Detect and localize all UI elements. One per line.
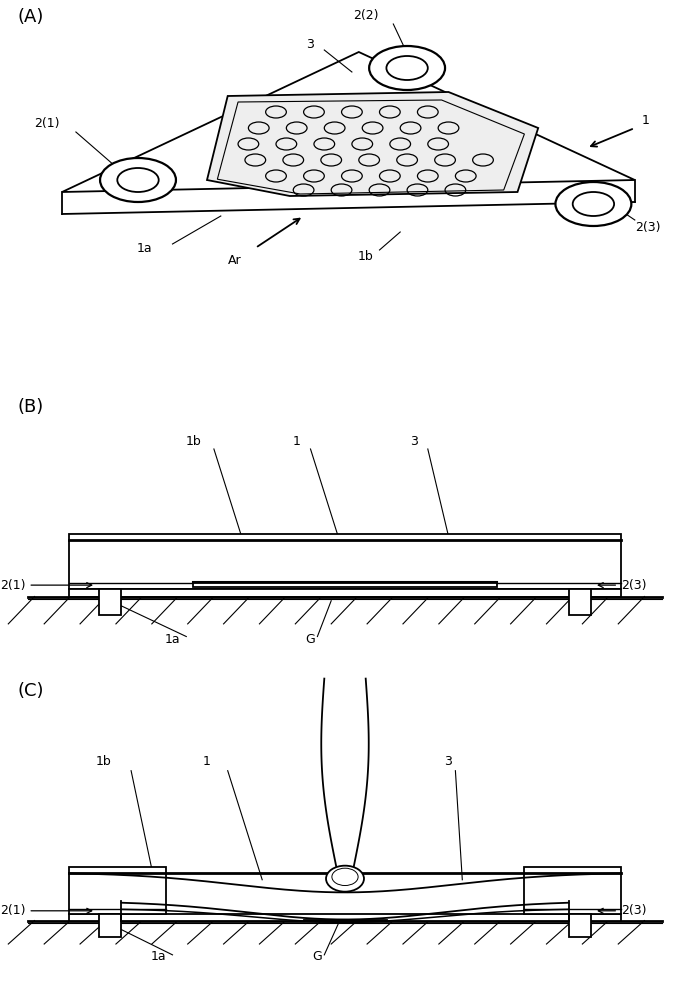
Bar <box>69 867 166 914</box>
Text: (A): (A) <box>17 8 43 26</box>
Text: 1b: 1b <box>96 755 111 768</box>
Text: 1b: 1b <box>358 249 373 262</box>
Bar <box>524 867 621 914</box>
Text: 1a: 1a <box>137 241 152 254</box>
Bar <box>99 914 121 937</box>
Text: 1: 1 <box>203 755 211 768</box>
Bar <box>569 589 591 615</box>
Text: 1a: 1a <box>151 950 166 963</box>
Text: 2(3): 2(3) <box>598 579 647 592</box>
Polygon shape <box>62 52 635 192</box>
Text: (B): (B) <box>17 398 43 416</box>
Bar <box>193 583 497 587</box>
Text: 3: 3 <box>410 435 418 448</box>
Text: 2(1): 2(1) <box>0 579 92 592</box>
Polygon shape <box>207 92 538 196</box>
Text: 2(1): 2(1) <box>34 117 60 130</box>
Text: 3: 3 <box>444 755 453 768</box>
Text: 1: 1 <box>642 113 649 126</box>
Circle shape <box>369 46 445 90</box>
Circle shape <box>100 158 176 202</box>
Text: 3: 3 <box>306 37 315 50</box>
Text: G: G <box>313 950 322 963</box>
Bar <box>69 534 621 589</box>
Text: G: G <box>306 633 315 646</box>
Text: (C): (C) <box>17 682 43 700</box>
Circle shape <box>555 182 631 226</box>
Text: 1a: 1a <box>165 633 180 646</box>
Text: 2(1): 2(1) <box>0 904 92 917</box>
Ellipse shape <box>326 866 364 892</box>
Text: 1: 1 <box>293 435 301 448</box>
Text: 1b: 1b <box>186 435 201 448</box>
Text: Ar: Ar <box>228 253 242 266</box>
Bar <box>69 589 621 596</box>
Text: 2(3): 2(3) <box>635 222 660 234</box>
Bar <box>569 914 591 937</box>
Bar <box>69 914 621 921</box>
Bar <box>99 589 121 615</box>
Text: 2(3): 2(3) <box>598 904 647 917</box>
Text: 2(2): 2(2) <box>353 9 378 22</box>
